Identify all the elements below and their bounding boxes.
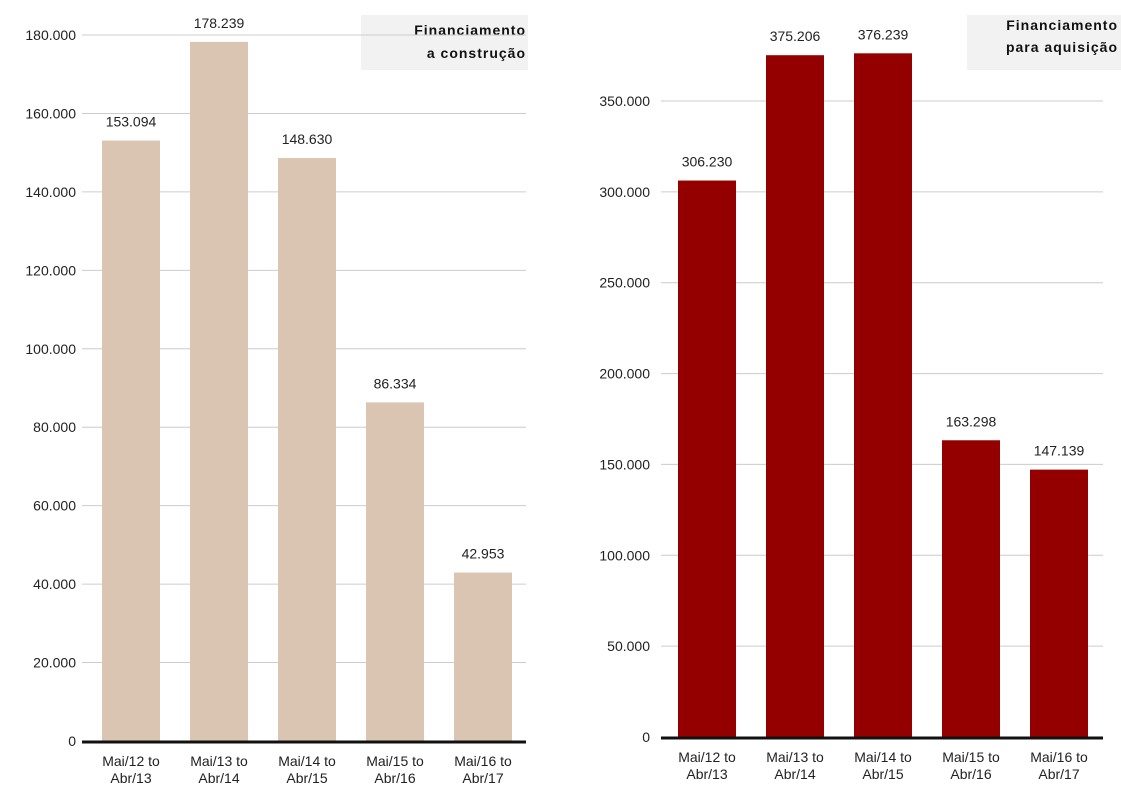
right-chart-category-label: Abr/14 [774, 766, 815, 782]
right-chart-title-line: para aquisição [1006, 39, 1118, 55]
left-chart-category-label: Mai/15 to [366, 753, 424, 769]
right-chart-ytick-label: 300.000 [599, 184, 650, 200]
left-chart-ytick-label: 100.000 [25, 341, 76, 357]
right-chart-category-label: Mai/13 to [766, 749, 824, 765]
left-chart-category-label: Abr/17 [462, 770, 503, 786]
left-chart-bar [102, 140, 160, 741]
right-chart-ytick-label: 50.000 [607, 638, 650, 654]
right-chart-category-label: Mai/16 to [1030, 749, 1088, 765]
left-chart-title-box [361, 15, 528, 70]
left-chart-ytick-label: 80.000 [33, 419, 76, 435]
left-chart-bar [190, 41, 248, 741]
right-chart-category-label: Abr/15 [862, 766, 903, 782]
right-chart-bar [942, 440, 1000, 737]
left-chart-ytick-label: 180.000 [25, 27, 76, 43]
right-chart-value-label: 306.230 [682, 154, 733, 170]
left-chart-ytick-label: 40.000 [33, 576, 76, 592]
right-chart-value-label: 147.139 [1034, 443, 1085, 459]
right-chart: Financiamento para aquisição 0 50.000 100.00… [599, 15, 1121, 782]
left-chart-category-label: Mai/14 to [278, 753, 336, 769]
left-chart-category-label: Mai/12 to [102, 753, 160, 769]
left-chart-ytick-label: 20.000 [33, 655, 76, 671]
right-chart-title-line: Financiamento [1006, 17, 1118, 33]
right-chart-category-label: Mai/14 to [854, 749, 912, 765]
left-chart-category-label: Abr/16 [374, 770, 415, 786]
left-chart-title-line: Financiamento [414, 22, 526, 38]
left-chart-bar [454, 572, 512, 741]
left-chart-category-label: Mai/16 to [454, 753, 512, 769]
right-chart-ytick-label: 200.000 [599, 366, 650, 382]
left-chart-ytick-label: 60.000 [33, 498, 76, 514]
right-chart-ytick-label: 250.000 [599, 275, 650, 291]
right-chart-bar [678, 180, 736, 737]
right-chart-value-label: 376.239 [858, 26, 909, 42]
right-chart-ytick-label: 350.000 [599, 93, 650, 109]
left-chart-value-label: 178.239 [194, 15, 245, 31]
left-chart-ytick-label: 140.000 [25, 184, 76, 200]
left-chart-bar [278, 158, 336, 742]
right-chart-ytick-label: 150.000 [599, 456, 650, 472]
right-chart-category-label: Abr/16 [950, 766, 991, 782]
right-chart-category-label: Abr/17 [1038, 766, 1079, 782]
right-chart-title-box [967, 15, 1121, 70]
right-chart-ytick-label: 0 [642, 729, 650, 745]
left-chart-value-label: 42.953 [462, 546, 505, 562]
right-chart-ytick-label: 100.000 [599, 547, 650, 563]
left-chart-category-label: Abr/13 [110, 770, 151, 786]
right-chart-category-label: Mai/15 to [942, 749, 1000, 765]
right-chart-value-label: 375.206 [770, 28, 821, 44]
left-chart-value-label: 153.094 [106, 114, 157, 130]
left-chart-category-label: Abr/15 [286, 770, 327, 786]
left-chart-category-label: Mai/13 to [190, 753, 248, 769]
left-chart-ytick-label: 120.000 [25, 262, 76, 278]
right-chart-category-label: Mai/12 to [678, 749, 736, 765]
left-chart-title-line: a construção [427, 45, 526, 61]
left-chart-ytick-label: 160.000 [25, 105, 76, 121]
left-chart-bar [366, 402, 424, 741]
right-chart-bar [854, 53, 912, 737]
left-chart-value-label: 86.334 [374, 375, 417, 391]
left-chart: Financiamento a construção 0 20.000 40.000 60… [25, 15, 528, 786]
right-chart-category-label: Abr/13 [686, 766, 727, 782]
left-chart-value-label: 148.630 [282, 131, 333, 147]
right-chart-bar [1030, 469, 1088, 737]
left-chart-category-label: Abr/14 [198, 770, 239, 786]
left-chart-ytick-label: 0 [68, 733, 76, 749]
right-chart-bar [766, 55, 824, 738]
right-chart-value-label: 163.298 [946, 413, 997, 429]
